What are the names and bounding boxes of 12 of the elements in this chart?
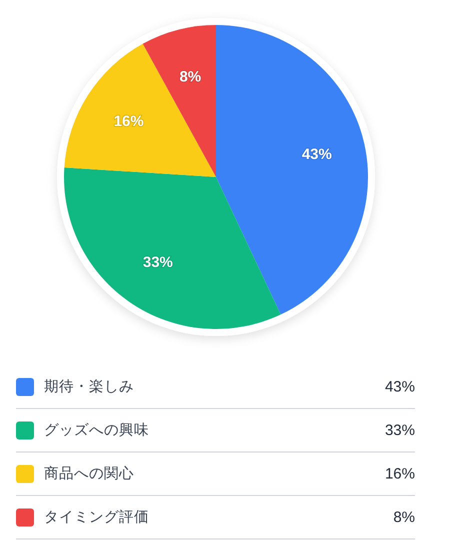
data-label: 33% <box>142 254 173 271</box>
data-label: 43% <box>302 146 332 163</box>
legend-value: 43% <box>384 378 415 396</box>
legend-label: タイミング評価 <box>44 510 149 526</box>
legend-label: 期待・楽しみ <box>44 379 134 395</box>
legend-label: 商品への関心 <box>44 466 134 482</box>
legend-value: 33% <box>384 422 415 439</box>
data-label: 8% <box>179 68 202 86</box>
data-label: 16% <box>114 113 144 130</box>
legend-value: 16% <box>384 466 415 482</box>
legend-label: グッズへの興味 <box>44 422 149 438</box>
legend-value: 8% <box>393 509 415 526</box>
